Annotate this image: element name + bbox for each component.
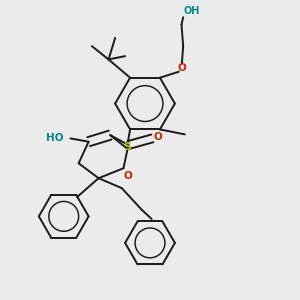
Text: HO: HO [46,134,64,143]
Text: S: S [123,142,131,152]
Text: O: O [154,132,163,142]
Text: O: O [177,63,186,73]
Text: OH: OH [183,6,200,16]
Text: O: O [123,170,132,181]
